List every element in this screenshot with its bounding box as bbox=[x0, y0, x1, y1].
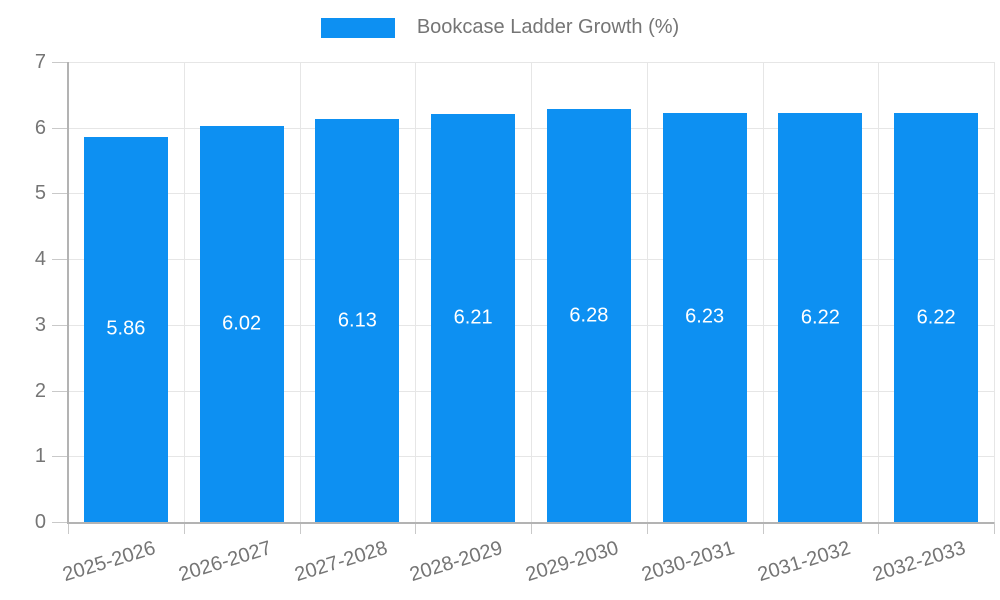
x-gridline bbox=[183, 62, 185, 522]
legend-swatch-icon bbox=[320, 17, 395, 38]
y-axis-label: 1 bbox=[34, 445, 46, 468]
bar[interactable]: 6.23 bbox=[662, 112, 747, 522]
y-axis-tick bbox=[52, 193, 68, 195]
bar-value-label: 5.86 bbox=[106, 317, 146, 340]
bar-value-label: 6.13 bbox=[337, 309, 377, 332]
y-axis-label: 0 bbox=[34, 511, 46, 533]
y-axis-label: 3 bbox=[34, 313, 46, 336]
y-axis-tick bbox=[52, 324, 68, 326]
x-gridline bbox=[531, 62, 532, 522]
bar-value-label: 6.02 bbox=[222, 312, 262, 335]
x-axis-label: 2030-2031 bbox=[639, 537, 738, 587]
bar-value-label: 6.22 bbox=[800, 306, 840, 329]
y-axis-tick bbox=[52, 522, 68, 523]
x-axis-label: 2026-2027 bbox=[176, 537, 275, 587]
bar[interactable]: 6.21 bbox=[431, 113, 516, 522]
x-axis-label: 2029-2030 bbox=[523, 537, 622, 587]
bar[interactable]: 5.86 bbox=[83, 136, 168, 522]
x-axis-tick bbox=[531, 522, 532, 534]
y-axis-label: 7 bbox=[34, 51, 46, 73]
bar[interactable]: 6.22 bbox=[894, 113, 979, 522]
x-axis-tick bbox=[878, 522, 880, 534]
legend[interactable]: Bookcase Ladder Growth (%) bbox=[0, 16, 1000, 39]
y-axis-label: 6 bbox=[34, 116, 46, 139]
y-axis-line bbox=[67, 62, 69, 522]
bar[interactable]: 6.28 bbox=[546, 109, 631, 522]
x-axis-tick bbox=[183, 522, 185, 534]
y-axis-label: 5 bbox=[34, 182, 46, 205]
x-axis-label: 2028-2029 bbox=[407, 537, 506, 587]
x-axis-tick bbox=[299, 522, 301, 534]
y-axis-label: 2 bbox=[34, 379, 46, 402]
bar[interactable]: 6.13 bbox=[315, 119, 400, 522]
bar[interactable]: 6.22 bbox=[778, 113, 863, 522]
x-axis-tick bbox=[762, 522, 764, 534]
bar-value-label: 6.21 bbox=[453, 306, 493, 329]
y-axis-tick bbox=[52, 456, 68, 458]
x-axis-label: 2032-2033 bbox=[870, 537, 969, 587]
y-axis-tick bbox=[52, 259, 68, 261]
x-axis-line bbox=[67, 522, 994, 524]
y-axis-tick bbox=[52, 390, 68, 392]
x-axis-tick bbox=[68, 522, 69, 534]
x-axis-label: 2027-2028 bbox=[291, 537, 390, 587]
legend-label: Bookcase Ladder Growth (%) bbox=[416, 16, 680, 38]
y-axis-label: 4 bbox=[34, 248, 46, 271]
y-axis-tick bbox=[52, 127, 68, 129]
bar-value-label: 6.22 bbox=[916, 306, 956, 329]
x-gridline bbox=[415, 62, 417, 522]
x-gridline bbox=[878, 62, 880, 522]
x-axis-label: 2031-2032 bbox=[754, 537, 853, 587]
x-gridline bbox=[994, 62, 995, 522]
x-axis-tick bbox=[994, 522, 995, 534]
y-axis-tick bbox=[52, 62, 68, 63]
x-axis-tick bbox=[646, 522, 648, 534]
x-axis-tick bbox=[415, 522, 417, 534]
x-gridline bbox=[646, 62, 648, 522]
bar[interactable]: 6.02 bbox=[199, 126, 284, 522]
x-gridline bbox=[762, 62, 764, 522]
x-gridline bbox=[299, 62, 301, 522]
bar-value-label: 6.23 bbox=[685, 305, 725, 328]
bar-value-label: 6.28 bbox=[569, 304, 609, 327]
x-axis-label: 2025-2026 bbox=[60, 537, 159, 587]
